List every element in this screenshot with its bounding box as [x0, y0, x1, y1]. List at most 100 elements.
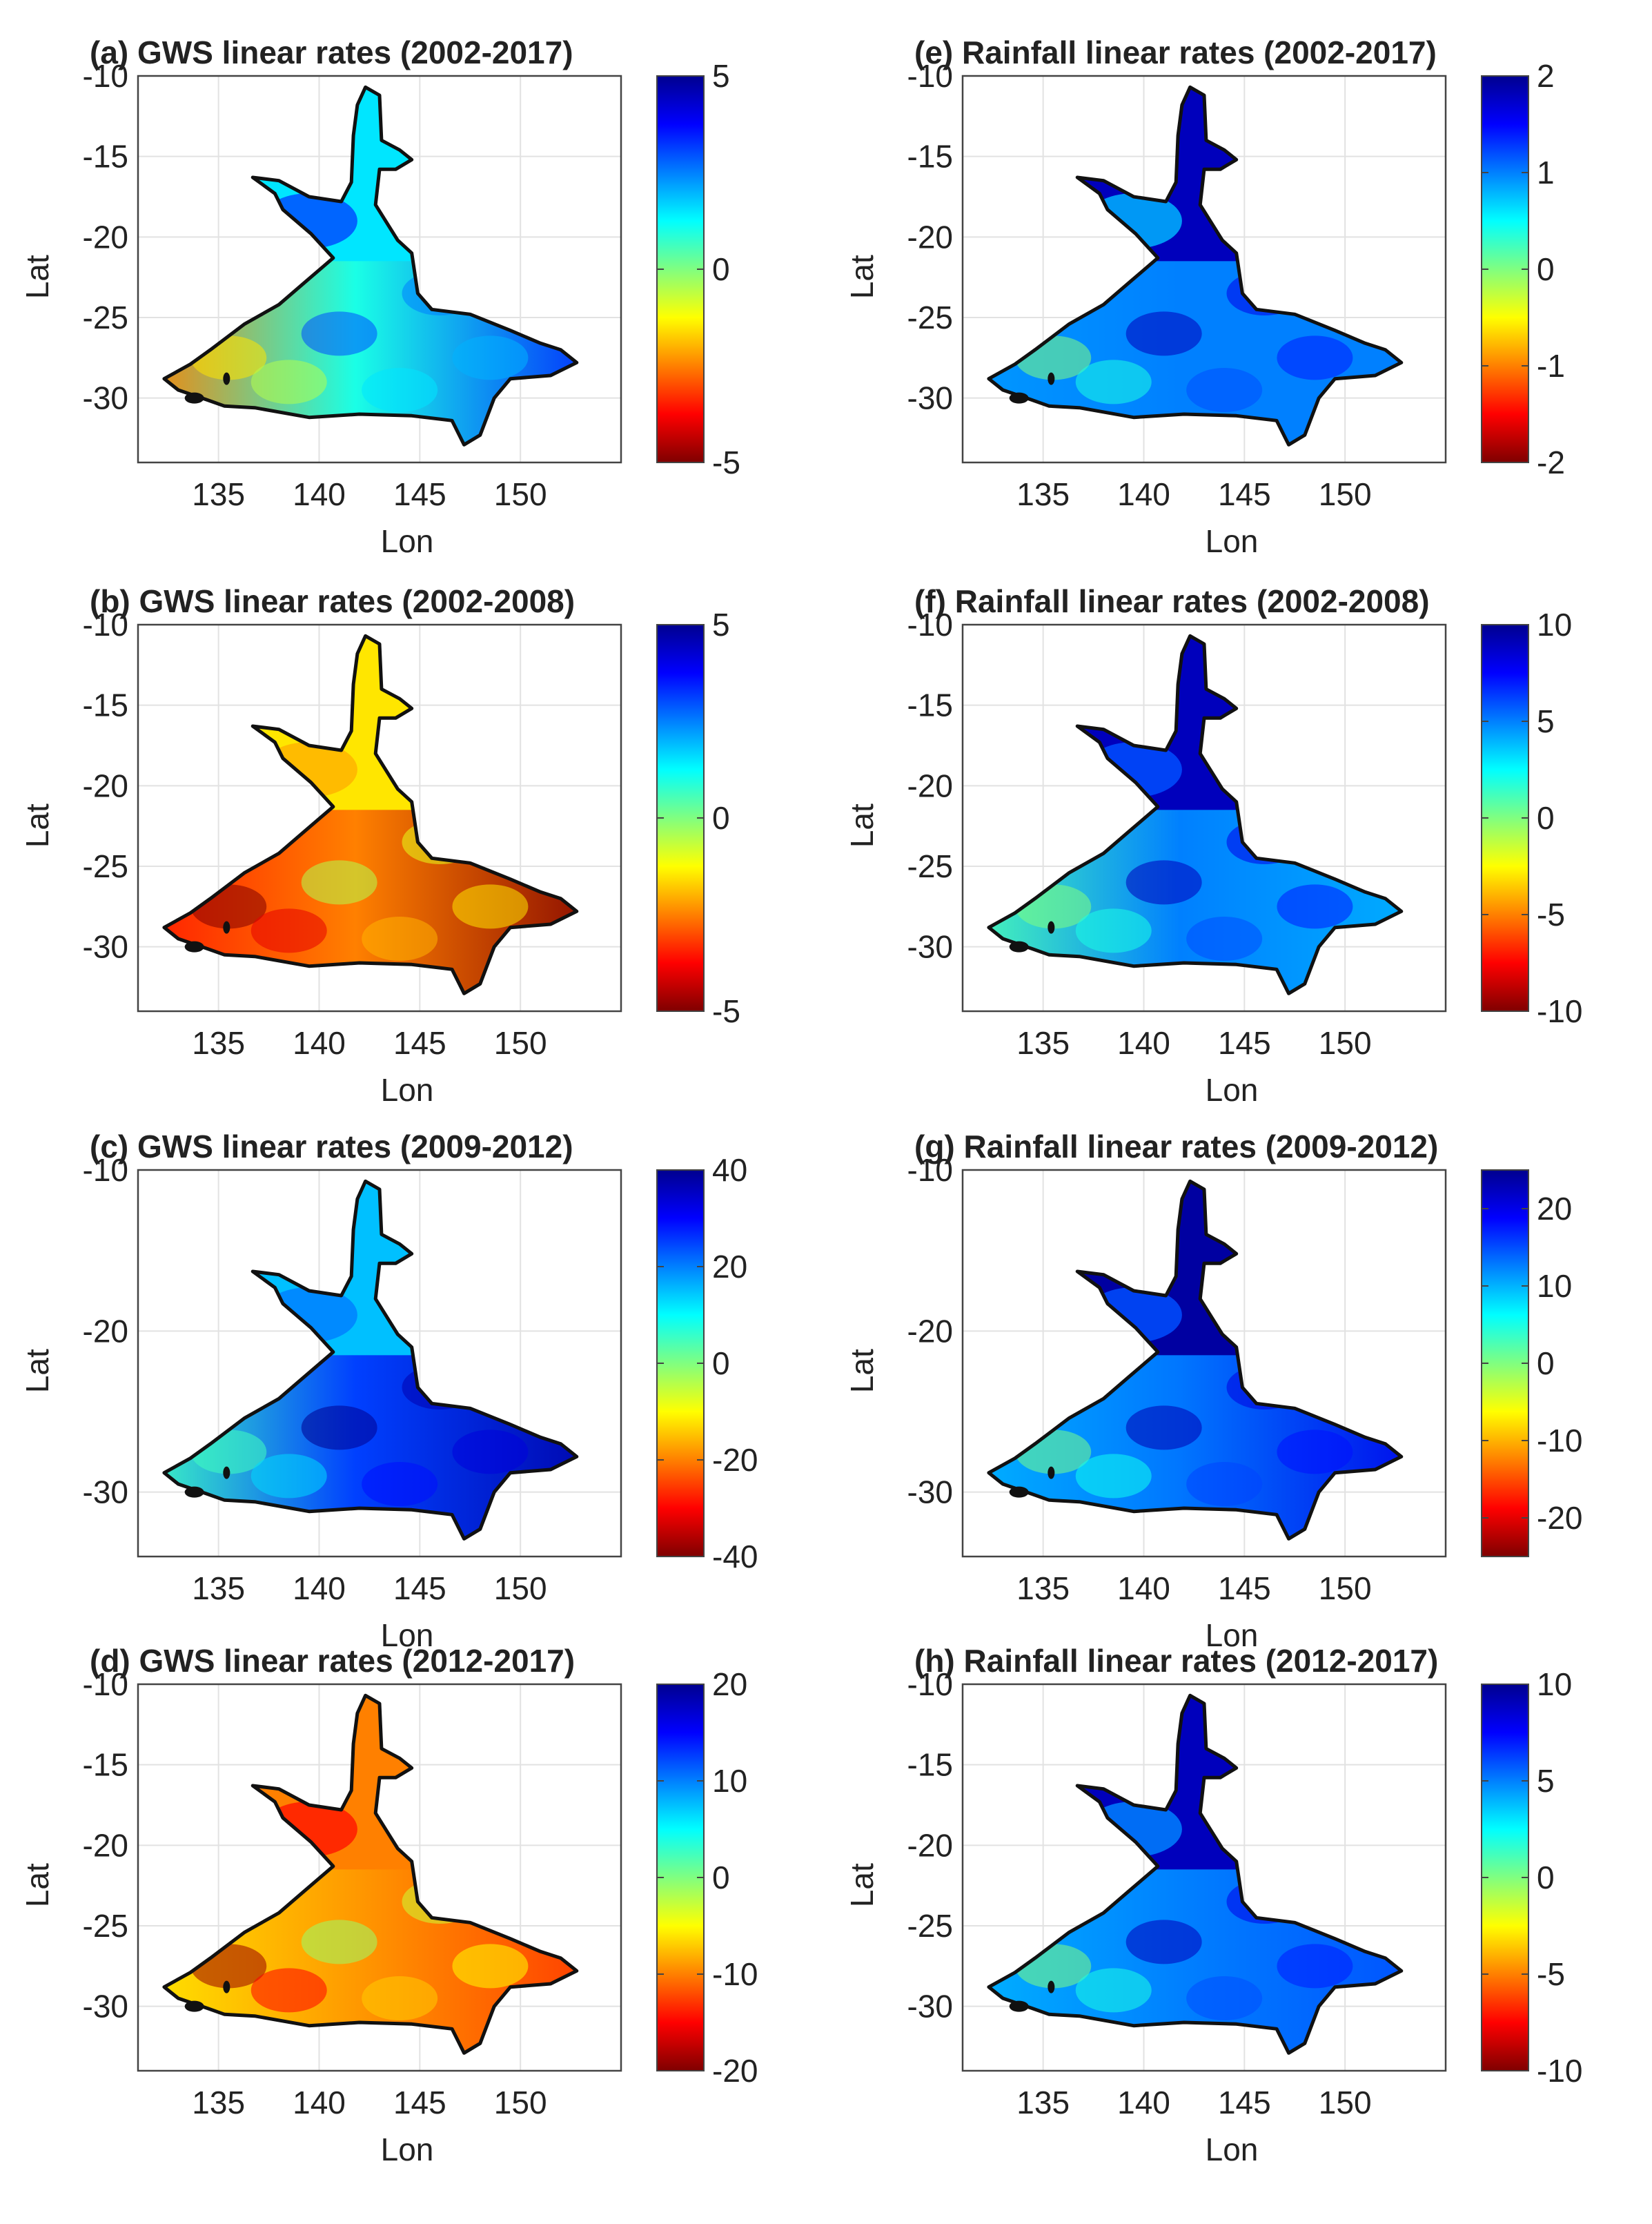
panel-title: (g) Rainfall linear rates (2009-2012) [914, 1129, 1438, 1164]
x-tick-label: 140 [1117, 1025, 1170, 1061]
colorbar-tick-label: 10 [1537, 1666, 1572, 1702]
y-tick-label: -30 [83, 929, 128, 965]
basin-outline [162, 634, 579, 995]
axes-frame [137, 1683, 622, 2072]
colorbar-tick-label: 5 [712, 607, 730, 643]
y-tick-label: -20 [83, 768, 128, 803]
panel-e: (e) Rainfall linear rates (2002-2017) 135… [844, 35, 1565, 559]
lake-marker [223, 1466, 230, 1479]
field-patch [301, 1920, 377, 1964]
panel-h: (h) Rainfall linear rates (2012-2017) 135… [844, 1643, 1582, 2167]
y-tick-label: -20 [907, 768, 953, 803]
y-axis-label: Lat [844, 255, 880, 299]
field-patch [362, 1462, 438, 1506]
y-tick-label: -25 [907, 300, 953, 335]
y-tick-label: -15 [907, 1747, 953, 1783]
y-tick-label: -15 [907, 139, 953, 175]
colorbar-tick-label: 10 [712, 1763, 747, 1799]
field-patch [452, 1944, 529, 1989]
field-patch [1277, 1944, 1353, 1989]
field-patch [362, 917, 438, 961]
x-tick-label: 140 [293, 1570, 346, 1606]
y-tick-label: -10 [907, 607, 953, 643]
field-patch [452, 335, 529, 380]
y-tick-label: -10 [907, 1666, 953, 1702]
y-tick-label: -10 [907, 58, 953, 94]
y-tick-label: -20 [83, 1827, 128, 1863]
x-tick-label: 135 [1016, 2085, 1070, 2120]
field-patch [1125, 860, 1202, 905]
basin-outline [162, 85, 579, 447]
colorbar [1481, 1684, 1529, 2071]
field-patch [362, 368, 438, 412]
field-patch [452, 884, 529, 929]
field-patch [452, 1430, 529, 1474]
x-tick-label: 135 [1016, 1570, 1070, 1606]
lake-marker [1009, 2000, 1029, 2012]
field-patch [1125, 1920, 1202, 1964]
lake-marker [184, 392, 204, 404]
panel-title: (c) GWS linear rates (2009-2012) [90, 1129, 573, 1164]
field-patch [1277, 884, 1353, 929]
panel-title: (e) Rainfall linear rates (2002-2017) [914, 35, 1437, 70]
x-tick-label: 135 [1016, 476, 1070, 512]
y-tick-label: -20 [907, 1827, 953, 1863]
lake-marker [184, 1486, 204, 1498]
x-tick-label: 145 [393, 1570, 446, 1606]
panel-g: (g) Rainfall linear rates (2009-2012) 135… [844, 1129, 1582, 1653]
colorbar-tick-label: 0 [1537, 251, 1555, 287]
x-tick-label: 150 [494, 1025, 547, 1061]
colorbar-tick-label: 0 [712, 1345, 730, 1381]
field-patch [301, 860, 377, 905]
x-tick-label: 140 [1117, 2085, 1170, 2120]
lake-marker [223, 1980, 230, 1993]
field-patch [1125, 1405, 1202, 1450]
colorbar-tick-label: -10 [712, 1956, 758, 1992]
field-patch [1186, 917, 1263, 961]
field-patch [250, 1454, 327, 1499]
field-patch [1277, 1430, 1353, 1474]
x-tick-label: 140 [1117, 476, 1170, 512]
y-tick-label: -25 [83, 1908, 128, 1944]
y-tick-label: -30 [907, 929, 953, 965]
colorbar-tick-label: 40 [712, 1152, 747, 1188]
colorbar-tick-label: 20 [712, 1249, 747, 1285]
y-tick-label: -15 [83, 687, 128, 723]
axes-frame [137, 623, 622, 1013]
y-tick-label: -10 [83, 1152, 128, 1188]
colorbar-tick-label: 0 [1537, 1345, 1555, 1381]
y-tick-label: -25 [83, 848, 128, 884]
colorbar-tick-label: 10 [1537, 607, 1572, 643]
x-tick-label: 150 [494, 476, 547, 512]
field-patch [1075, 360, 1152, 404]
colorbar-tick-label: -5 [1537, 897, 1565, 933]
colorbar-tick-label: 5 [712, 58, 730, 94]
x-axis-label: Lon [1206, 1617, 1259, 1653]
x-tick-label: 150 [1319, 476, 1372, 512]
lake-marker [223, 372, 230, 385]
field-patch [1075, 1968, 1152, 2013]
x-tick-label: 145 [1218, 1025, 1271, 1061]
colorbar [656, 1684, 705, 2071]
colorbar-tick-label: -5 [1537, 1956, 1565, 1992]
colorbar-tick-label: 5 [1537, 1763, 1555, 1799]
x-axis-label: Lon [381, 2132, 434, 2167]
y-tick-label: -20 [83, 219, 128, 255]
panel-title: (d) GWS linear rates (2012-2017) [90, 1643, 575, 1679]
x-tick-label: 135 [192, 2085, 245, 2120]
lake-marker [184, 2000, 204, 2012]
colorbar-tick-label: -10 [1537, 993, 1582, 1029]
panel-title: (f) Rainfall linear rates (2002-2008) [914, 583, 1430, 619]
x-tick-label: 135 [192, 1570, 245, 1606]
y-tick-label: -30 [83, 380, 128, 416]
lake-marker [1009, 941, 1029, 953]
y-tick-label: -20 [907, 219, 953, 255]
axes-frame [961, 1169, 1447, 1558]
lake-marker [1048, 1466, 1055, 1479]
y-axis-label: Lat [844, 803, 880, 848]
y-tick-label: -25 [83, 300, 128, 335]
field-patch [301, 1405, 377, 1450]
y-tick-label: -10 [907, 1152, 953, 1188]
field-patch [1186, 1462, 1263, 1506]
x-tick-label: 135 [192, 476, 245, 512]
